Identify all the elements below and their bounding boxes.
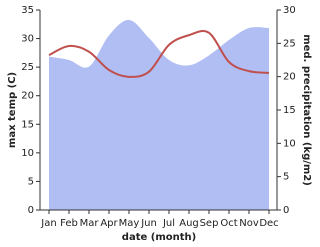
y-tick-label: 10 xyxy=(21,148,34,159)
x-tick-label: Feb xyxy=(60,218,78,229)
x-tick-label: Aug xyxy=(179,218,199,229)
y-tick-label: 20 xyxy=(21,91,34,102)
y2-tick-label: 5 xyxy=(283,172,289,183)
x-tick-label: Sep xyxy=(200,218,219,229)
precip-area xyxy=(49,19,269,211)
y-tick-label: 5 xyxy=(28,176,34,187)
x-tick-label: Mar xyxy=(80,218,100,229)
x-tick-label: Jun xyxy=(140,218,157,229)
x-tick-label: Oct xyxy=(220,218,237,229)
x-tick-label: Dec xyxy=(259,218,278,229)
y2-axis-label: med. precipitation (kg/m2) xyxy=(301,34,312,186)
y-tick-label: 15 xyxy=(21,119,34,130)
temp-line xyxy=(48,30,270,78)
x-tick-label: Jan xyxy=(40,218,56,229)
y2-tick-label: 15 xyxy=(283,105,296,116)
y2-tick-label: 10 xyxy=(283,138,296,149)
x-tick-label: Jul xyxy=(162,218,175,229)
y-tick-label: 25 xyxy=(21,62,34,73)
y-axis-label: max temp (C) xyxy=(7,72,18,148)
x-tick-label: Nov xyxy=(239,218,259,229)
y2-tick-label: 30 xyxy=(283,5,296,16)
y-tick-label: 35 xyxy=(21,5,34,16)
y2-tick-label: 20 xyxy=(283,72,296,83)
y2-tick-label: 0 xyxy=(283,205,289,216)
y-tick-label: 30 xyxy=(21,34,34,45)
x-tick-label: May xyxy=(119,218,140,229)
x-axis-label: date (month) xyxy=(122,232,196,243)
y-tick-label: 0 xyxy=(28,205,34,216)
y2-tick-label: 25 xyxy=(283,38,296,49)
x-tick-label: Apr xyxy=(100,218,118,229)
